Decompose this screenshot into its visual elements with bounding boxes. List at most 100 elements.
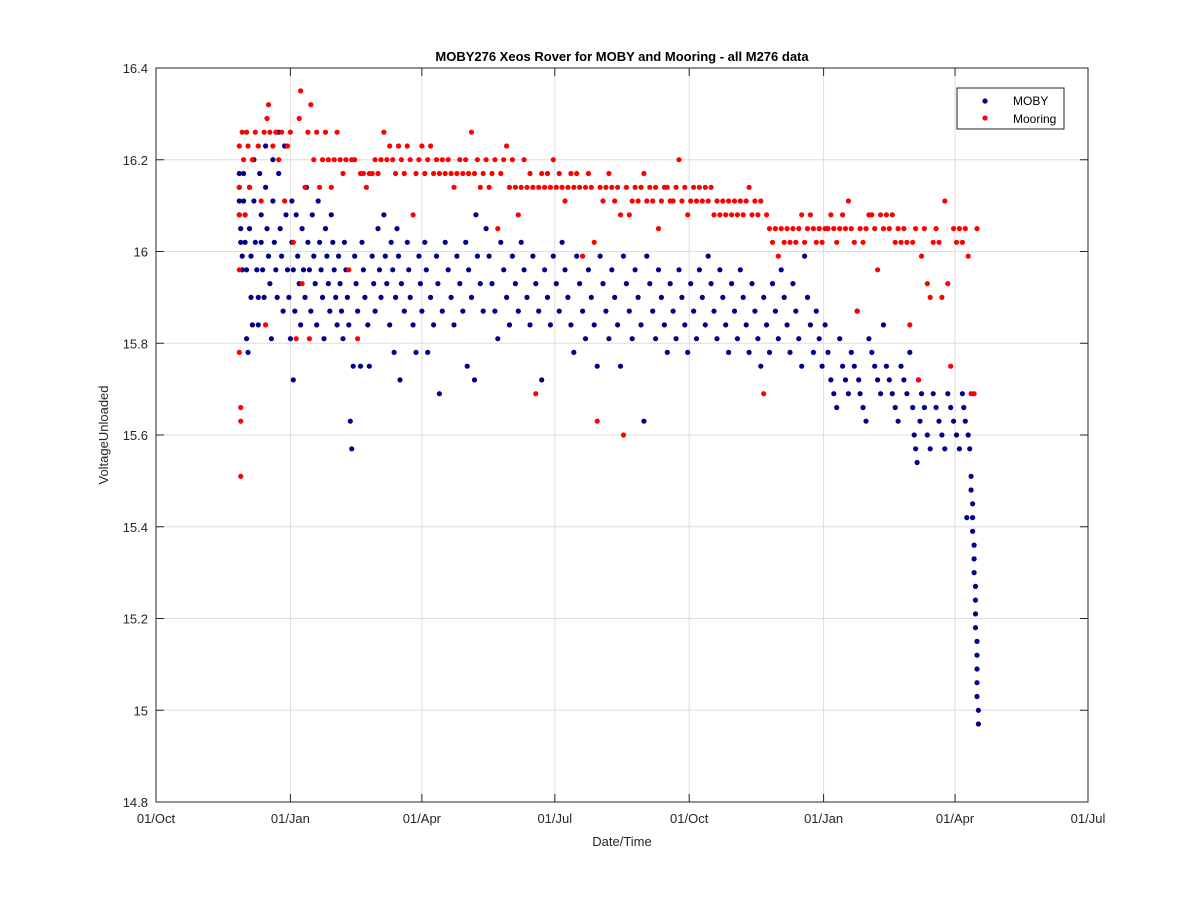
- data-point-moby: [246, 226, 253, 232]
- data-point-moby: [270, 198, 276, 204]
- data-point-moby: [911, 432, 917, 438]
- data-point-mooring: [769, 239, 776, 245]
- data-point-moby: [474, 253, 480, 259]
- data-point-moby: [349, 446, 355, 452]
- data-point-mooring: [518, 184, 524, 190]
- data-point-moby: [387, 322, 393, 328]
- data-point-moby: [910, 404, 916, 411]
- legend-box: [956, 87, 1065, 130]
- data-point-moby: [292, 308, 298, 314]
- data-point-moby: [959, 391, 966, 397]
- data-point-moby: [468, 294, 475, 300]
- data-point-mooring: [758, 198, 764, 204]
- data-point-moby: [391, 349, 397, 355]
- data-point-moby: [580, 308, 586, 314]
- data-point-moby: [769, 281, 776, 287]
- data-point-mooring: [302, 184, 308, 190]
- data-point-moby: [419, 308, 425, 314]
- data-point-mooring: [352, 157, 358, 163]
- data-point-mooring: [813, 239, 819, 245]
- data-point-moby: [314, 322, 320, 328]
- data-point-mooring: [489, 170, 495, 177]
- data-point-moby: [967, 446, 973, 452]
- data-point-moby: [341, 239, 347, 245]
- data-point-moby: [471, 377, 478, 383]
- data-point-mooring: [913, 226, 919, 232]
- data-point-mooring: [428, 143, 434, 149]
- data-point-moby: [539, 377, 545, 383]
- data-point-mooring: [699, 198, 705, 204]
- data-point-mooring: [439, 157, 445, 163]
- data-point-mooring: [851, 239, 857, 245]
- data-point-moby: [845, 391, 852, 397]
- data-point-mooring: [314, 129, 320, 135]
- data-point-mooring: [702, 184, 708, 190]
- data-point-mooring: [308, 102, 314, 108]
- data-point-moby: [796, 336, 802, 342]
- data-point-mooring: [236, 143, 242, 149]
- data-point-moby: [280, 308, 286, 314]
- data-point-moby: [286, 294, 292, 300]
- data-point-mooring: [410, 212, 416, 218]
- data-point-mooring: [375, 170, 381, 177]
- data-point-moby: [244, 267, 250, 273]
- data-point-moby: [504, 294, 510, 300]
- data-point-mooring: [632, 184, 638, 190]
- data-point-mooring: [872, 226, 878, 232]
- data-point-moby: [318, 267, 324, 273]
- data-point-moby: [436, 391, 442, 397]
- data-point-moby: [691, 308, 697, 314]
- data-point-moby: [463, 239, 469, 245]
- data-point-moby: [752, 308, 758, 314]
- data-point-mooring: [664, 184, 670, 190]
- data-point-moby: [445, 267, 451, 273]
- data-point-mooring: [263, 322, 269, 328]
- data-point-mooring: [264, 115, 270, 122]
- data-point-mooring: [921, 226, 928, 232]
- data-point-mooring: [860, 239, 866, 245]
- data-point-moby: [252, 239, 258, 245]
- data-point-moby: [270, 157, 276, 163]
- data-point-mooring: [597, 184, 603, 190]
- data-point-moby: [261, 294, 267, 300]
- data-point-mooring: [495, 226, 501, 232]
- data-point-moby: [585, 267, 592, 273]
- data-point-mooring: [971, 391, 977, 397]
- data-point-mooring: [580, 253, 586, 259]
- data-point-moby: [974, 680, 980, 686]
- data-point-moby: [258, 239, 264, 245]
- data-point-moby: [726, 349, 732, 355]
- data-point-moby: [693, 336, 700, 342]
- data-point-moby: [784, 322, 790, 328]
- x-axis-label: Date/Time: [592, 834, 651, 849]
- data-point-mooring: [238, 473, 244, 479]
- data-point-moby: [968, 487, 974, 493]
- data-point-moby: [439, 308, 445, 314]
- data-point-moby: [670, 308, 676, 314]
- data-point-moby: [276, 170, 282, 177]
- data-point-mooring: [381, 129, 387, 135]
- data-point-moby: [395, 253, 402, 259]
- data-point-moby: [863, 418, 869, 424]
- data-point-mooring: [898, 239, 904, 245]
- data-point-mooring: [878, 212, 884, 218]
- data-point-moby: [388, 239, 394, 245]
- data-point-moby: [384, 281, 390, 287]
- data-point-moby: [740, 294, 746, 300]
- legend-marker-moby: [982, 98, 988, 104]
- data-point-mooring: [401, 170, 407, 177]
- data-point-moby: [810, 349, 817, 355]
- y-tick-label: 16: [134, 245, 148, 260]
- data-point-moby: [924, 432, 930, 438]
- data-point-moby: [360, 267, 366, 273]
- data-point-moby: [249, 322, 255, 328]
- data-point-mooring: [673, 184, 679, 190]
- data-point-moby: [515, 308, 521, 314]
- data-point-moby: [527, 322, 533, 328]
- data-point-mooring: [395, 143, 402, 149]
- data-point-mooring: [761, 391, 767, 397]
- data-point-moby: [547, 322, 554, 328]
- data-point-mooring: [416, 157, 422, 163]
- data-point-mooring: [542, 184, 548, 190]
- data-point-mooring: [734, 212, 741, 218]
